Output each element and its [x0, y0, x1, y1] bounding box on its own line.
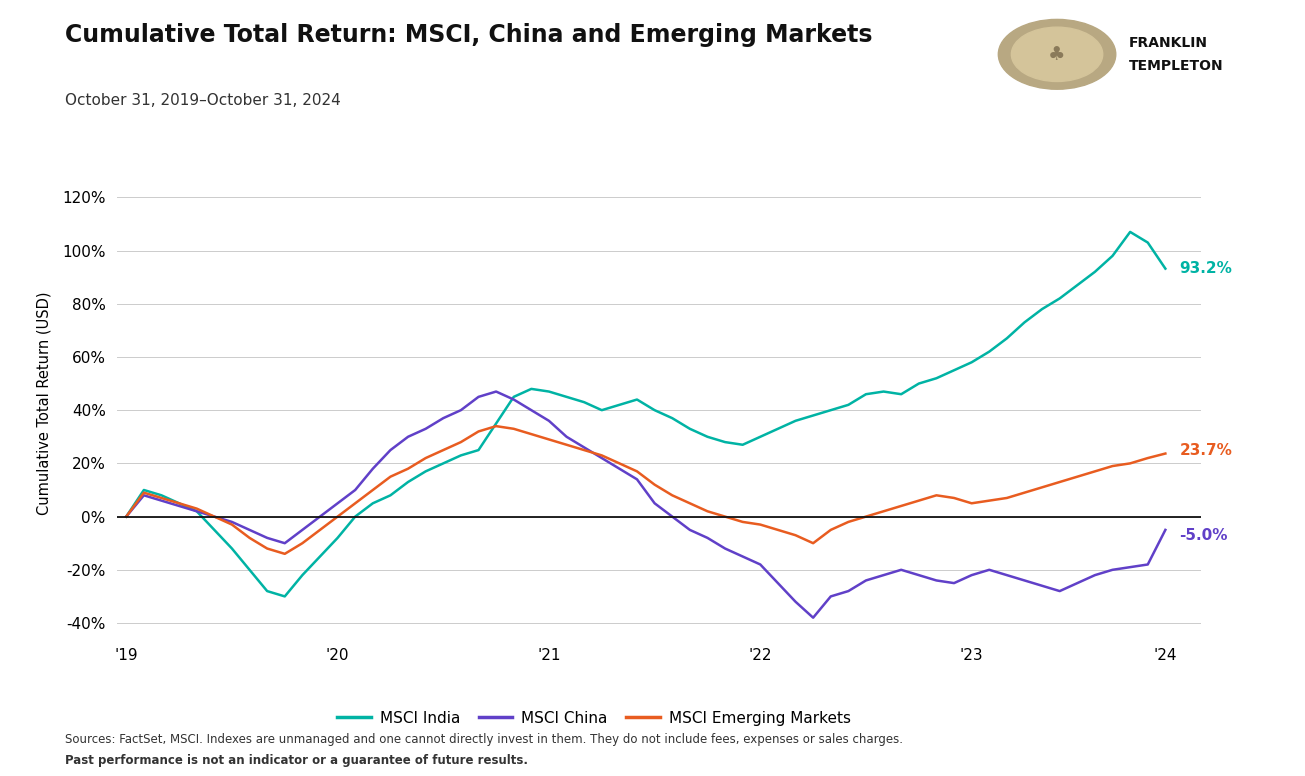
Text: Cumulative Total Return: MSCI, China and Emerging Markets: Cumulative Total Return: MSCI, China and…	[65, 23, 873, 47]
Text: October 31, 2019–October 31, 2024: October 31, 2019–October 31, 2024	[65, 93, 341, 108]
Circle shape	[1011, 27, 1103, 81]
Text: FRANKLIN: FRANKLIN	[1129, 36, 1208, 50]
Circle shape	[998, 19, 1116, 89]
Text: 23.7%: 23.7%	[1180, 443, 1232, 459]
Text: TEMPLETON: TEMPLETON	[1129, 59, 1224, 73]
Y-axis label: Cumulative Total Return (USD): Cumulative Total Return (USD)	[37, 292, 51, 515]
Text: -5.0%: -5.0%	[1180, 528, 1228, 542]
Legend: MSCI India, MSCI China, MSCI Emerging Markets: MSCI India, MSCI China, MSCI Emerging Ma…	[331, 705, 857, 732]
Text: Past performance is not an indicator or a guarantee of future results.: Past performance is not an indicator or …	[65, 754, 529, 767]
Text: 93.2%: 93.2%	[1180, 262, 1232, 276]
Text: Sources: FactSet, MSCI. Indexes are unmanaged and one cannot directly invest in : Sources: FactSet, MSCI. Indexes are unma…	[65, 733, 907, 747]
Text: ♣: ♣	[1048, 45, 1066, 64]
